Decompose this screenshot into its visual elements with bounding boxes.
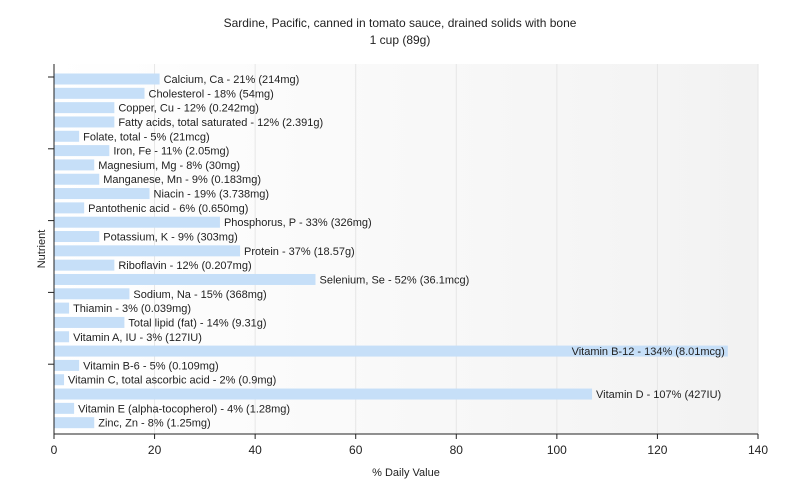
bar-label: Vitamin E (alpha-tocopherol) - 4% (1.28m… [78,403,290,415]
bar-label: Magnesium, Mg - 8% (30mg) [98,160,240,172]
bar-label: Vitamin C, total ascorbic acid - 2% (0.9… [68,375,276,387]
bar-label: Niacin - 19% (3.738mg) [154,189,270,201]
chart-subtitle: 1 cup (89g) [369,33,431,47]
bar-label: Sodium, Na - 15% (368mg) [133,289,266,301]
bar-label: Cholesterol - 18% (54mg) [149,88,274,100]
chart-title-block: Sardine, Pacific, canned in tomato sauce… [0,15,800,49]
bar-label: Folate, total - 5% (21mcg) [83,131,210,143]
bar [54,273,316,285]
bar [54,417,95,429]
x-tick-label: 120 [647,443,667,457]
x-tick-label: 0 [51,443,58,457]
bar [54,188,150,200]
bar-label: Protein - 37% (18.57g) [244,246,355,258]
bar [54,359,80,371]
bar [54,316,125,328]
x-tick-label: 60 [349,443,363,457]
bar-label: Phosphorus, P - 33% (326mg) [224,217,372,229]
bar [54,130,80,142]
bar [54,402,75,414]
bar [54,202,85,214]
chart-title: Sardine, Pacific, canned in tomato sauce… [223,16,577,30]
bar [54,116,115,128]
bar-label: Copper, Cu - 12% (0.242mg) [118,103,259,115]
bar [54,216,220,228]
bar-label: Calcium, Ca - 21% (214mg) [164,74,300,86]
bar [54,345,728,357]
bar [54,259,115,271]
bar-label: Vitamin A, IU - 3% (127IU) [73,332,202,344]
bar [54,302,70,314]
bar-label: Iron, Fe - 11% (2.05mg) [113,146,229,158]
bar-label: Selenium, Se - 52% (36.1mcg) [319,274,469,286]
bar-label: Vitamin D - 107% (427IU) [596,389,721,401]
x-tick-label: 20 [148,443,162,457]
bar-label: Zinc, Zn - 8% (1.25mg) [98,418,210,430]
bar-label: Pantothenic acid - 6% (0.650mg) [88,203,248,215]
bar [54,87,145,99]
bar [54,102,115,114]
y-axis-title: Nutrient [36,230,48,269]
bar [54,245,241,257]
bar [54,388,593,400]
bar-label: Manganese, Mn - 9% (0.183mg) [103,174,261,186]
x-tick-label: 100 [547,443,567,457]
bar [54,159,95,171]
bar [54,374,65,386]
bar [54,331,70,343]
bar [54,173,100,185]
bar-label: Vitamin B-6 - 5% (0.109mg) [83,360,219,372]
x-tick-label: 40 [248,443,262,457]
bar [54,231,100,243]
x-tick-label: 80 [450,443,464,457]
bar-label: Thiamin - 3% (0.039mg) [73,303,191,315]
x-tick-label: 140 [748,443,768,457]
bar [54,288,130,300]
bar-label: Vitamin B-12 - 134% (8.01mcg) [572,346,725,358]
bar-label: Potassium, K - 9% (303mg) [103,232,238,244]
bar-label: Total lipid (fat) - 14% (9.31g) [128,317,266,329]
bar-label: Fatty acids, total saturated - 12% (2.39… [118,117,323,129]
bar-label: Riboflavin - 12% (0.207mg) [118,260,251,272]
bar [54,73,160,85]
x-axis-title: % Daily Value [372,467,440,479]
bar [54,145,110,157]
